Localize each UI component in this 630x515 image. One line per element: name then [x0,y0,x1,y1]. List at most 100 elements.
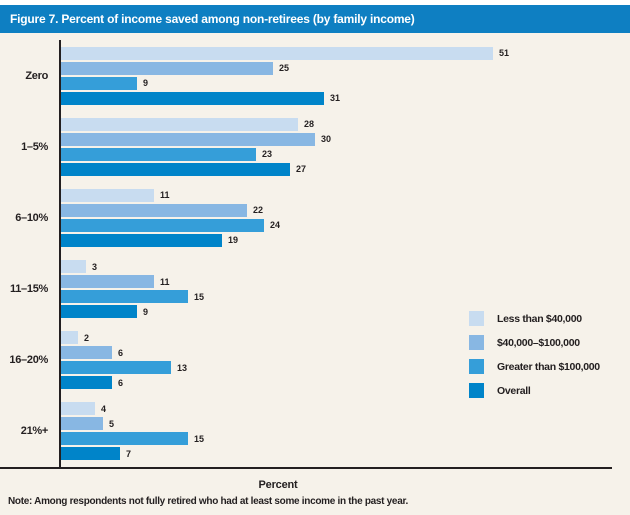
bar-group: 1–5% 28 30 23 27 [0,111,612,182]
bar[interactable] [61,61,273,75]
bar-row: 22 [61,203,612,217]
bar[interactable] [61,361,171,375]
bar-value-label: 51 [499,48,510,59]
bar-row: 6 [61,376,612,390]
bar[interactable] [61,376,112,390]
bar-stack: 2 6 13 6 [59,331,612,390]
bar-row: 11 [61,188,612,202]
bar-value-label: 28 [304,119,315,130]
bar-row: 15 [61,290,612,304]
legend-item: $40,000–$100,000 [469,335,600,350]
top-margin-strip [0,0,630,5]
bar-row: 31 [61,91,612,105]
bar-stack: 28 30 23 27 [59,117,612,176]
bar[interactable] [61,162,290,176]
bar[interactable] [61,290,188,304]
bar-value-label: 22 [253,205,264,216]
bar[interactable] [61,91,324,105]
note-text: Note: Among respondents not fully retire… [8,496,408,507]
bar-value-label: 23 [262,149,273,160]
bar-value-label: 6 [118,347,124,358]
bar-group: 6–10% 11 22 24 19 [0,182,612,253]
bar-row: 19 [61,233,612,247]
figure-title-bar: Figure 7. Percent of income saved among … [0,5,630,33]
legend-item: Overall [469,383,600,398]
bar[interactable] [61,346,112,360]
bar[interactable] [61,218,264,232]
legend: Less than $40,000 $40,000–$100,000 Greater… [469,311,600,398]
bar-value-label: 31 [330,93,341,104]
bar-row: 51 [61,46,612,60]
bar[interactable] [61,275,154,289]
category-label: 21%+ [20,425,49,438]
legend-item: Less than $40,000 [469,311,600,326]
legend-swatch [469,311,484,326]
bar-row: 6 [61,346,612,360]
bar-value-label: 11 [160,276,170,287]
legend-item: Greater than $100,000 [469,359,600,374]
bar[interactable] [61,233,222,247]
bar[interactable] [61,46,493,60]
bar-row: 9 [61,305,612,319]
bar[interactable] [61,432,188,446]
bar-value-label: 30 [321,134,332,145]
bar[interactable] [61,260,86,274]
legend-label: Overall [497,384,531,397]
legend-label: $40,000–$100,000 [497,336,580,349]
bar-value-label: 2 [84,332,90,343]
bar-value-label: 5 [109,418,115,429]
bar-value-label: 6 [118,377,124,388]
bar-row: 7 [61,447,612,461]
bar[interactable] [61,76,137,90]
bar-row: 30 [61,132,612,146]
legend-swatch [469,335,484,350]
bar-value-label: 9 [143,78,149,89]
bar-row: 3 [61,260,612,274]
bar[interactable] [61,188,154,202]
bar-row: 2 [61,331,612,345]
bar[interactable] [61,203,247,217]
bar-stack: 3 11 15 9 [59,260,612,319]
bar[interactable] [61,117,298,131]
bar[interactable] [61,417,103,431]
bar-row: 13 [61,361,612,375]
bar-value-label: 9 [143,306,149,317]
legend-label: Less than $40,000 [497,312,582,325]
bar[interactable] [61,447,120,461]
bar-row: 9 [61,76,612,90]
plot-area: Zero 51 25 9 31 1–5% 28 30 23 27 6–10% 11 22 24 19 11–1… [0,40,612,469]
bar[interactable] [61,147,256,161]
bar-row: 23 [61,147,612,161]
bar-row: 15 [61,432,612,446]
bar-value-label: 24 [270,220,281,231]
bar-value-label: 11 [160,190,170,201]
bar-stack: 51 25 9 31 [59,46,612,105]
x-axis-label: Percent [258,479,298,491]
bar-value-label: 19 [228,235,239,246]
legend-swatch [469,359,484,374]
bar-group: 16–20% 2 6 13 6 [0,325,612,396]
bar-value-label: 15 [194,291,205,302]
bar-row: 5 [61,417,612,431]
bar[interactable] [61,331,78,345]
bar-row: 4 [61,402,612,416]
category-label: 6–10% [15,211,48,224]
legend-swatch [469,383,484,398]
bar-row: 24 [61,218,612,232]
bar[interactable] [61,402,95,416]
bar-group: 11–15% 3 11 15 9 [0,254,612,325]
bar-stack: 4 5 15 7 [59,402,612,461]
bar-stack: 11 22 24 19 [59,188,612,247]
legend-label: Greater than $100,000 [497,360,600,373]
bar-row: 27 [61,162,612,176]
category-label: 16–20% [9,354,48,367]
bar-value-label: 15 [194,433,205,444]
bar-value-label: 3 [92,261,98,272]
bar-value-label: 25 [279,63,290,74]
bar-group: Zero 51 25 9 31 [0,40,612,111]
bar-value-label: 13 [177,362,188,373]
bar[interactable] [61,132,315,146]
bar-row: 25 [61,61,612,75]
bar[interactable] [61,305,137,319]
